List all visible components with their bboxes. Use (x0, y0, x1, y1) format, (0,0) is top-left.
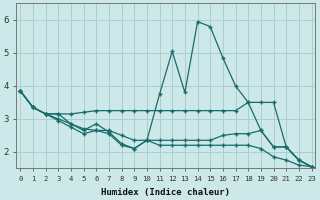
X-axis label: Humidex (Indice chaleur): Humidex (Indice chaleur) (101, 188, 230, 197)
